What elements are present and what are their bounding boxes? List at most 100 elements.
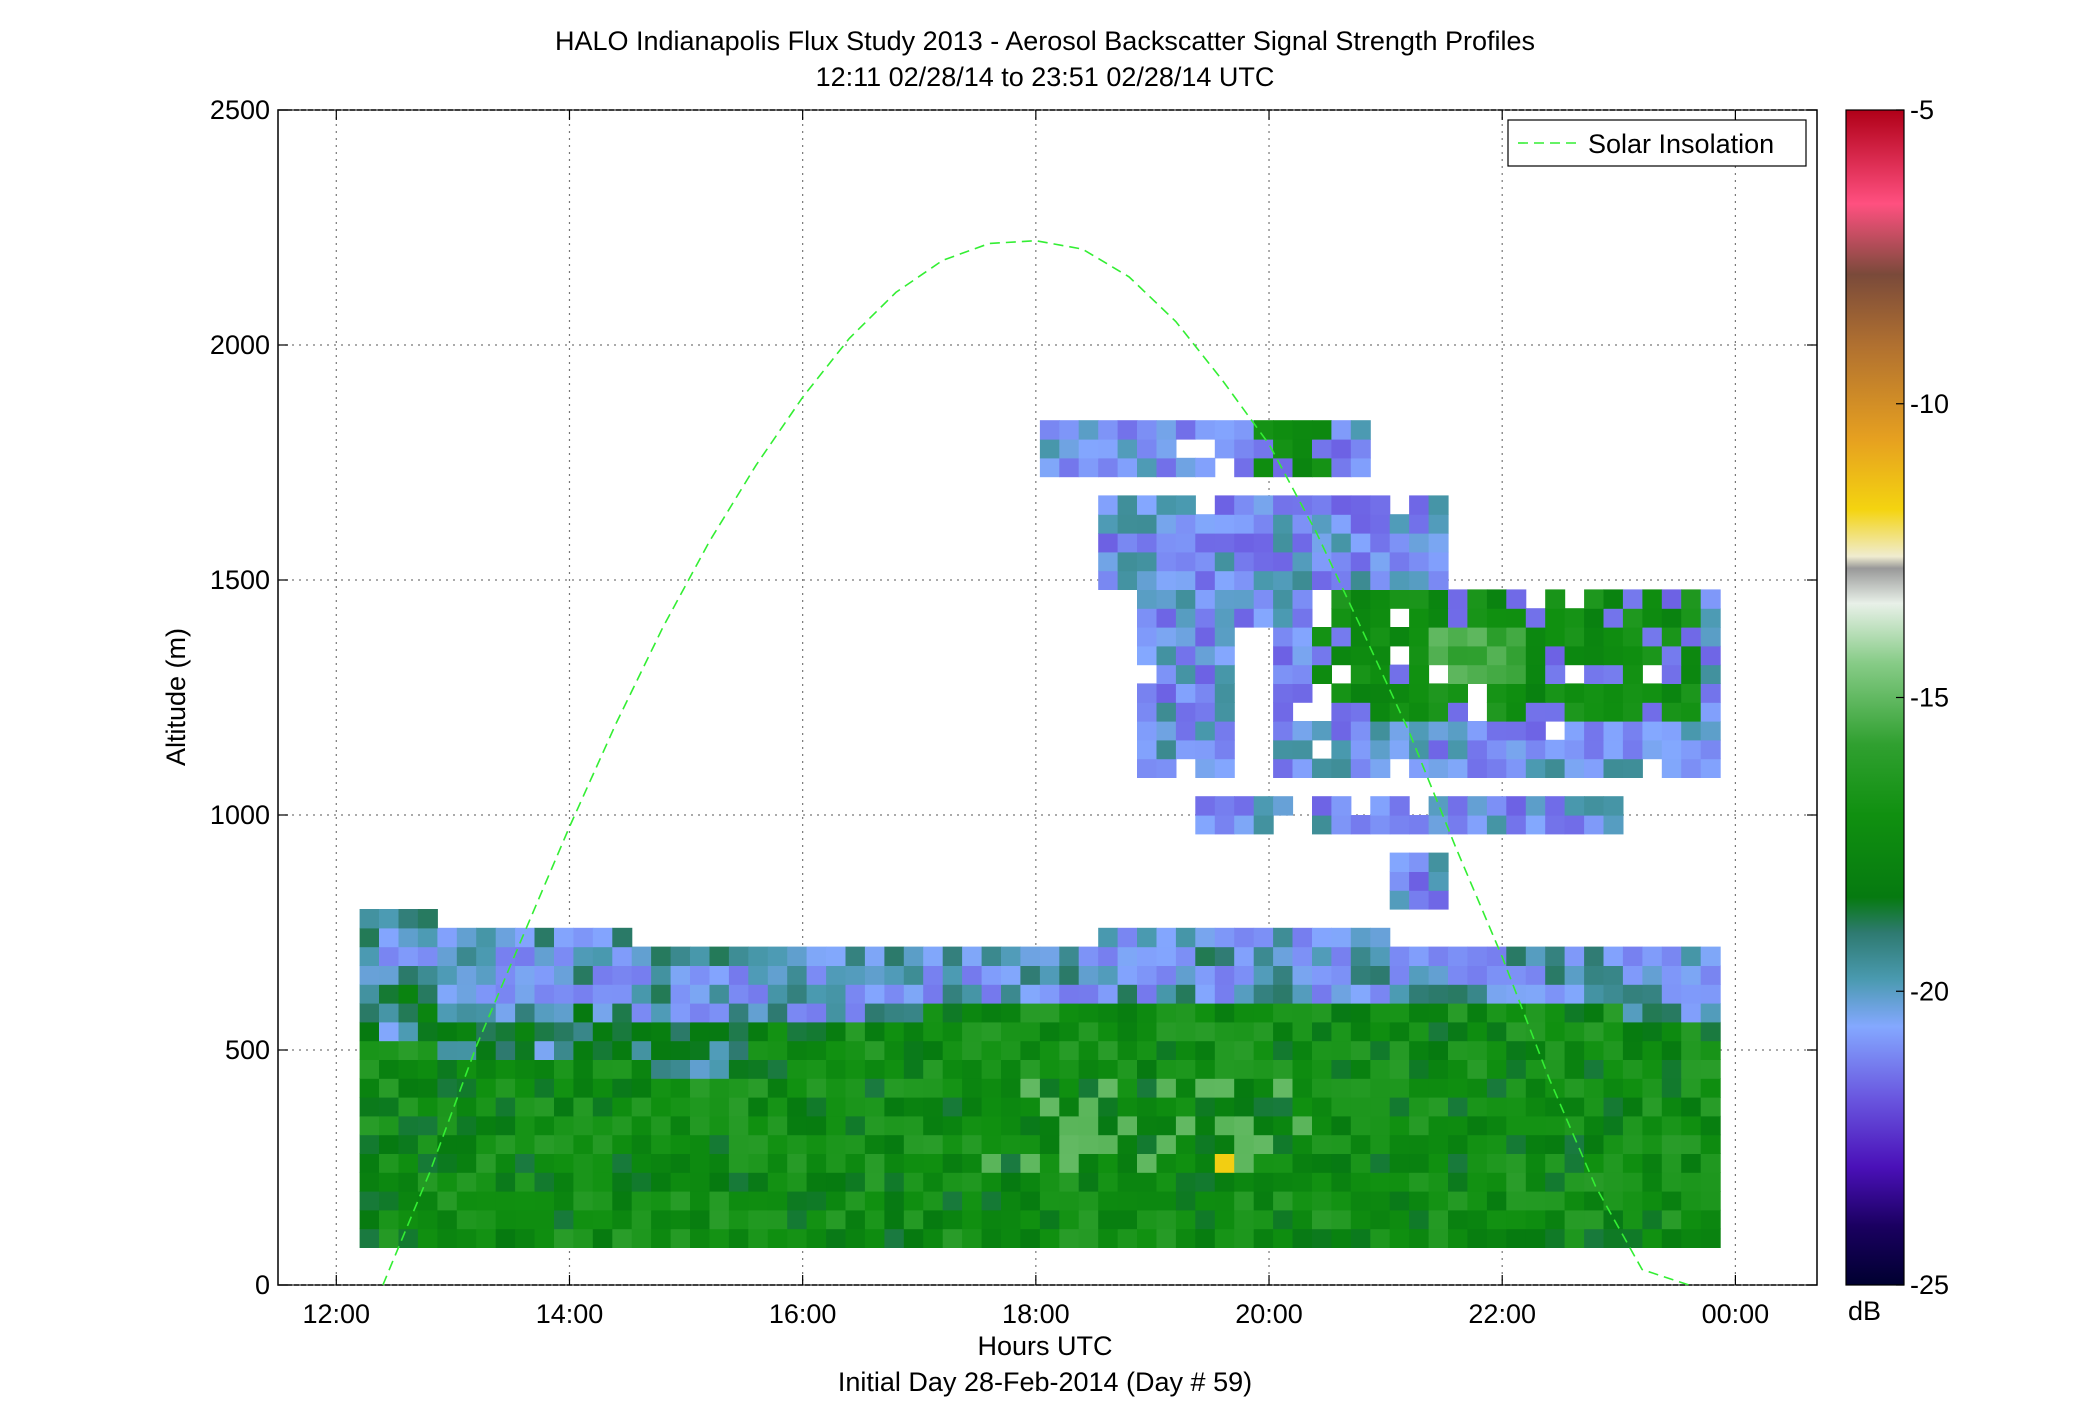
backscatter-cell — [1603, 1228, 1624, 1248]
backscatter-cell — [1525, 721, 1546, 741]
backscatter-cell — [1312, 1097, 1332, 1117]
backscatter-cell — [826, 1191, 847, 1211]
backscatter-cell — [1214, 1059, 1235, 1079]
backscatter-cell — [1253, 420, 1274, 440]
backscatter-cell — [476, 1003, 497, 1023]
backscatter-cell — [534, 946, 555, 966]
backscatter-cell — [1156, 984, 1177, 1004]
backscatter-cell — [1564, 1097, 1585, 1117]
backscatter-cell — [1156, 495, 1177, 515]
backscatter-cell — [1486, 758, 1507, 778]
backscatter-cell — [1175, 927, 1196, 948]
backscatter-cell — [573, 1078, 594, 1098]
backscatter-cell — [1584, 1059, 1605, 1079]
backscatter-cell — [1506, 683, 1527, 703]
backscatter-cell — [1389, 664, 1410, 684]
backscatter-cell — [1486, 721, 1507, 741]
backscatter-cell — [1098, 1228, 1119, 1248]
backscatter-cell — [864, 965, 885, 985]
backscatter-cell — [379, 984, 399, 1004]
backscatter-cell — [359, 1021, 380, 1042]
backscatter-cell — [1175, 1172, 1196, 1192]
backscatter-cell — [612, 1172, 633, 1192]
backscatter-cell — [1350, 1059, 1371, 1079]
backscatter-cell — [1331, 702, 1352, 722]
backscatter-cell — [1001, 1078, 1021, 1098]
backscatter-cell — [1642, 1228, 1663, 1248]
backscatter-cell — [903, 946, 924, 966]
backscatter-cell — [612, 1078, 633, 1098]
backscatter-cell — [398, 1097, 419, 1117]
backscatter-cell — [1292, 664, 1313, 684]
backscatter-cell — [962, 1003, 983, 1023]
backscatter-cell — [1234, 551, 1255, 572]
backscatter-cell — [1234, 1078, 1255, 1098]
backscatter-cell — [495, 1059, 516, 1079]
backscatter-cell — [1603, 1003, 1624, 1023]
backscatter-cell — [1584, 758, 1605, 778]
backscatter-cell — [1603, 984, 1624, 1004]
backscatter-cell — [1253, 1078, 1274, 1098]
backscatter-cell — [1214, 1153, 1235, 1173]
backscatter-cell — [1175, 627, 1196, 647]
backscatter-cell — [1312, 984, 1332, 1004]
backscatter-cell — [1642, 1021, 1663, 1042]
backscatter-cell — [1370, 683, 1391, 703]
legend: Solar Insolation — [1507, 119, 1807, 167]
backscatter-cell — [1545, 1153, 1566, 1173]
backscatter-cell — [1448, 645, 1468, 666]
backscatter-cell — [1292, 1115, 1313, 1136]
backscatter-cell — [515, 1209, 536, 1230]
backscatter-cell — [826, 1059, 847, 1079]
backscatter-cell — [1428, 852, 1449, 872]
backscatter-cell — [1175, 683, 1196, 703]
backscatter-cell — [1137, 514, 1157, 534]
backscatter-cell — [1195, 1191, 1216, 1211]
backscatter-cell — [884, 1191, 905, 1211]
backscatter-cell — [379, 909, 399, 929]
backscatter-cell — [709, 1134, 730, 1154]
backscatter-cell — [359, 1059, 380, 1079]
backscatter-cell — [1486, 1059, 1507, 1079]
backscatter-cell — [1001, 1059, 1021, 1079]
backscatter-cell — [1039, 1172, 1060, 1192]
backscatter-cell — [923, 1134, 944, 1154]
backscatter-cell — [845, 1115, 866, 1136]
backscatter-cell — [1020, 1040, 1041, 1060]
backscatter-cell — [1584, 702, 1605, 722]
backscatter-cell — [1195, 815, 1216, 835]
backscatter-cell — [1700, 1153, 1721, 1173]
backscatter-cell — [1331, 645, 1352, 666]
backscatter-cell — [709, 1097, 730, 1117]
backscatter-cell — [1292, 758, 1313, 778]
backscatter-cell — [1603, 758, 1624, 778]
backscatter-cell — [534, 1191, 555, 1211]
backscatter-cell — [1020, 1209, 1041, 1230]
backscatter-cell — [864, 1191, 885, 1211]
backscatter-cell — [1409, 702, 1430, 722]
backscatter-cell — [1175, 645, 1196, 666]
backscatter-cell — [1370, 1040, 1391, 1060]
backscatter-cell — [1584, 739, 1605, 760]
backscatter-cell — [1137, 457, 1157, 478]
backscatter-cell — [456, 1172, 477, 1192]
backscatter-cell — [1389, 1228, 1410, 1248]
backscatter-cell — [1020, 1191, 1041, 1211]
backscatter-cell — [903, 1172, 924, 1192]
backscatter-cell — [1195, 946, 1216, 966]
backscatter-cell — [1545, 1040, 1566, 1060]
backscatter-cell — [456, 1153, 477, 1173]
backscatter-cell — [1370, 984, 1391, 1004]
backscatter-cell — [1098, 984, 1119, 1004]
backscatter-cell — [1292, 1228, 1313, 1248]
backscatter-cell — [631, 1209, 652, 1230]
backscatter-cell — [1409, 758, 1430, 778]
backscatter-cell — [1467, 1153, 1488, 1173]
backscatter-cell — [1603, 1191, 1624, 1211]
backscatter-cell — [1486, 984, 1507, 1004]
backscatter-cell — [884, 946, 905, 966]
backscatter-cell — [573, 1153, 594, 1173]
backscatter-cell — [1292, 1172, 1313, 1192]
backscatter-cell — [1506, 796, 1527, 816]
backscatter-cell — [1098, 1153, 1119, 1173]
